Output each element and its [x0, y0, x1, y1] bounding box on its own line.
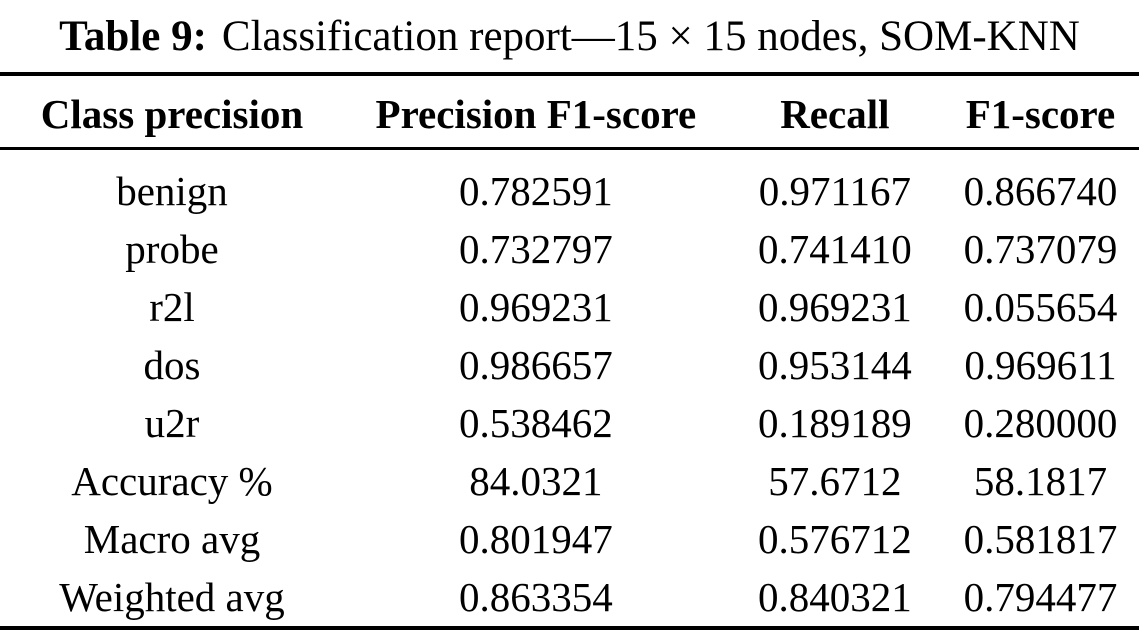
- table-row: r2l 0.969231 0.969231 0.055654: [0, 278, 1139, 336]
- row-label: benign: [116, 168, 228, 214]
- table-rule-mid: [0, 147, 1139, 150]
- cell-value: 0.801947: [459, 516, 613, 562]
- table-rule-bottom: [0, 626, 1139, 630]
- row-label: probe: [125, 226, 219, 272]
- cell-value: 0.732797: [459, 226, 613, 272]
- table-caption: Table 9: Classification report—15 × 15 n…: [0, 0, 1139, 72]
- cell-value: 0.953144: [757, 342, 912, 388]
- cell-value: 0.538462: [459, 400, 613, 446]
- cell-value: 0.840321: [757, 574, 912, 620]
- table-row: Macro avg 0.801947 0.576712 0.581817: [0, 510, 1139, 568]
- row-label: Weighted avg: [59, 574, 285, 620]
- cell-value: 0.969231: [459, 284, 613, 330]
- cell-value: 0.863354: [459, 574, 613, 620]
- column-header-class-precision: Class precision: [40, 90, 304, 137]
- caption-text: Classification report—15 × 15 nodes, SOM…: [221, 12, 1080, 60]
- cell-value: 0.189189: [757, 400, 912, 446]
- cell-value: 0.971167: [758, 168, 911, 214]
- column-header-precision-f1-score: Precision F1-score: [375, 90, 697, 137]
- cell-value: 0.280000: [963, 400, 1118, 446]
- cell-value: 58.1817: [973, 458, 1108, 504]
- table-row: dos 0.986657 0.953144 0.969611: [0, 336, 1139, 394]
- table-row: Accuracy % 84.0321 57.6712 58.1817: [0, 452, 1139, 510]
- table-body: benign 0.782591 0.971167 0.866740 probe …: [0, 162, 1139, 626]
- row-label: r2l: [149, 284, 195, 330]
- cell-value: 0.969611: [964, 342, 1117, 388]
- cell-value: 0.055654: [963, 284, 1118, 330]
- cell-value: 0.737079: [963, 226, 1118, 272]
- column-header-recall: Recall: [780, 90, 890, 137]
- row-label: u2r: [144, 400, 200, 446]
- row-label: Accuracy %: [71, 458, 273, 504]
- cell-value: 0.866740: [963, 168, 1118, 214]
- table-row: u2r 0.538462 0.189189 0.280000: [0, 394, 1139, 452]
- table-header: Class precision Precision F1-score Recal…: [0, 76, 1139, 147]
- table-row: benign 0.782591 0.971167 0.866740: [0, 162, 1139, 220]
- cell-value: 0.581817: [963, 516, 1118, 562]
- cell-value: 0.576712: [757, 516, 912, 562]
- table-row: probe 0.732797 0.741410 0.737079: [0, 220, 1139, 278]
- cell-value: 0.741410: [757, 226, 912, 272]
- cell-value: 57.6712: [768, 458, 902, 504]
- table-rule-top: [0, 72, 1139, 76]
- caption-label: Table 9:: [59, 12, 207, 60]
- cell-value: 0.794477: [963, 574, 1118, 620]
- column-header-f1-score: F1-score: [965, 90, 1116, 137]
- cell-value: 0.782591: [459, 168, 613, 214]
- cell-value: 0.986657: [459, 342, 613, 388]
- cell-value: 84.0321: [469, 458, 603, 504]
- row-label: dos: [143, 342, 201, 388]
- row-label: Macro avg: [83, 516, 261, 562]
- header-row: Class precision Precision F1-score Recal…: [0, 76, 1139, 147]
- cell-value: 0.969231: [757, 284, 912, 330]
- table-row: Weighted avg 0.863354 0.840321 0.794477: [0, 568, 1139, 626]
